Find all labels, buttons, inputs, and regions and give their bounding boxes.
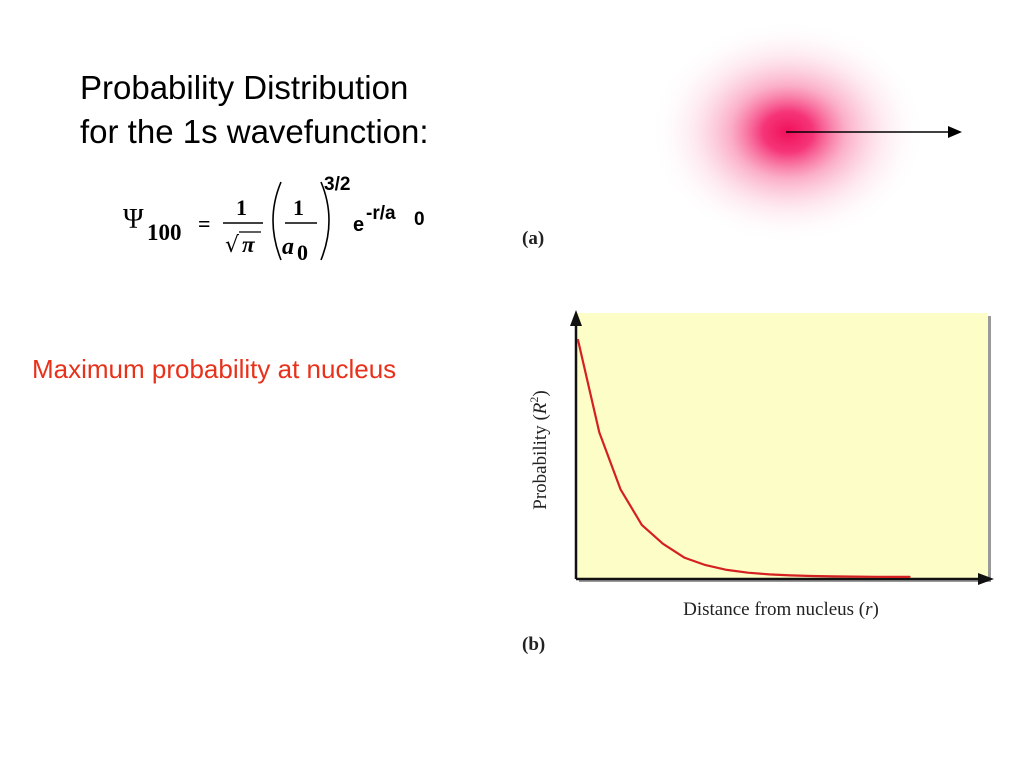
probability-chart: Distance from nucleus (r) Probability (R… bbox=[527, 310, 994, 620]
psi-subscript: 100 bbox=[147, 220, 182, 245]
exp-base: e bbox=[353, 214, 364, 236]
panel-b-label: (b) bbox=[522, 634, 546, 655]
fraction-1-numerator: 1 bbox=[236, 195, 247, 220]
a-subscript: 0 bbox=[297, 240, 308, 265]
exponent-3-2: 3/2 bbox=[324, 174, 350, 195]
fraction-2-numerator: 1 bbox=[293, 195, 304, 220]
y-axis-label: Probability (R2) bbox=[527, 390, 551, 509]
sqrt-symbol: √ bbox=[225, 233, 240, 258]
title-line-2: for the 1s wavefunction: bbox=[80, 113, 429, 150]
exp-power-subscript: 0 bbox=[414, 209, 425, 230]
slide-title: Probability Distribution for the 1s wave… bbox=[80, 66, 520, 154]
x-axis-arrow bbox=[978, 573, 994, 585]
y-axis-arrow bbox=[570, 310, 582, 326]
psi-symbol: Ψ bbox=[123, 204, 144, 235]
a-symbol: a bbox=[282, 234, 294, 260]
exp-power: -r/a bbox=[366, 203, 396, 224]
max-probability-annotation: Maximum probability at nucleus bbox=[32, 354, 397, 384]
x-axis-label: Distance from nucleus (r) bbox=[683, 599, 879, 620]
equals-sign: = bbox=[198, 211, 211, 236]
title-line-1: Probability Distribution bbox=[80, 69, 409, 106]
left-parenthesis bbox=[272, 181, 282, 261]
right-parenthesis bbox=[320, 181, 330, 261]
panel-a-label: (a) bbox=[522, 228, 545, 249]
probability-curve bbox=[576, 338, 911, 578]
pi-symbol: π bbox=[242, 232, 256, 257]
plot-area bbox=[576, 313, 988, 579]
wavefunction-equation: Ψ 100 = 1 √ π 1 a 0 3/2 e -r/a 0 bbox=[123, 174, 425, 265]
electron-cloud-figure bbox=[650, 20, 962, 244]
radius-arrow-head bbox=[948, 126, 962, 138]
